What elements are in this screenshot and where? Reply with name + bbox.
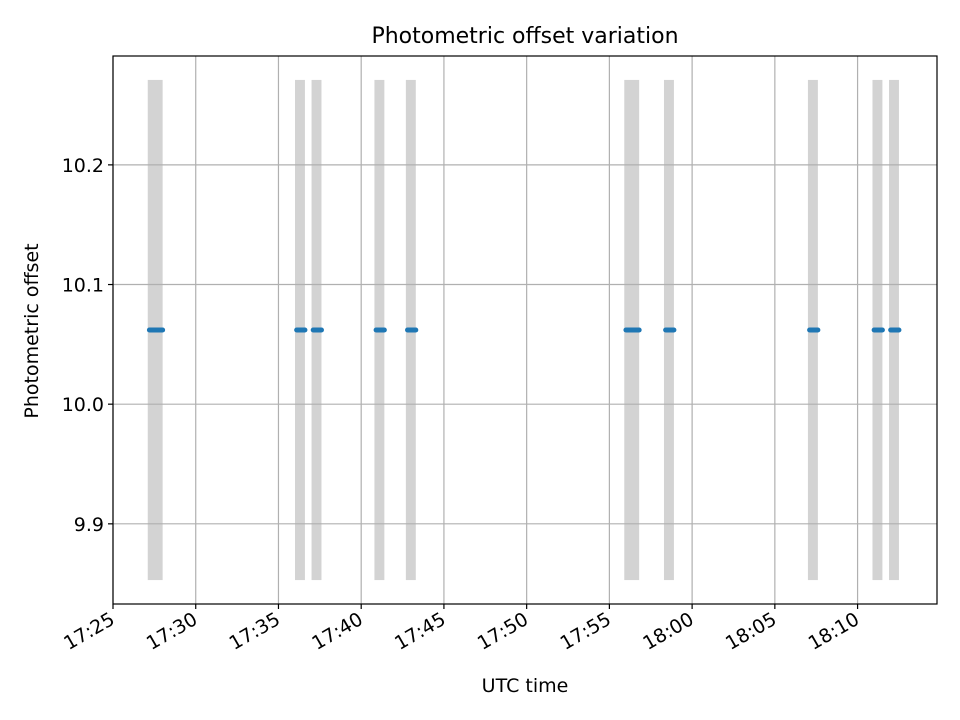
y-tick-label: 9.9 (74, 514, 104, 536)
y-axis-ticks: 9.9 10.0 10.1 10.2 (62, 155, 113, 536)
y-tick-label: 10.0 (62, 394, 104, 416)
plot-frame (112, 55, 938, 605)
y-tick-label: 10.1 (62, 275, 104, 297)
y-axis-label: Photometric offset (21, 243, 43, 418)
chart-title: Photometric offset variation (371, 24, 678, 49)
y-tick-label: 10.2 (62, 155, 104, 177)
x-axis-label: UTC time (482, 675, 569, 697)
grid-lines (112, 56, 937, 604)
